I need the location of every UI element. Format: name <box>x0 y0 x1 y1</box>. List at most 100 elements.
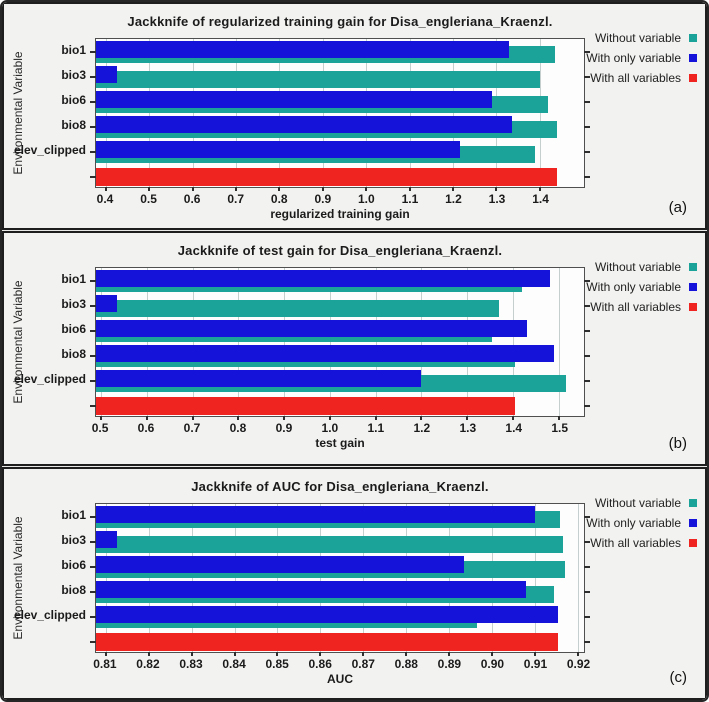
y-tick-mark <box>90 125 96 128</box>
plot-area <box>90 38 590 191</box>
y-tick-mark <box>584 125 590 128</box>
legend-swatch-without <box>689 499 697 507</box>
bar-only-bio3 <box>96 295 118 312</box>
y-category-label <box>4 163 89 188</box>
x-tick-label: 1.1 <box>367 421 385 435</box>
bar-only-elev_clipped <box>96 370 422 387</box>
y-categories: bio1 bio3 bio6 bio8 elev_clipped <box>4 267 89 417</box>
x-tick-mark <box>576 652 579 656</box>
x-tick-mark <box>233 652 236 656</box>
y-category-label: bio1 <box>61 508 86 522</box>
y-tick-mark <box>90 100 96 103</box>
x-tick-label: 0.92 <box>566 657 591 671</box>
x-tick-mark <box>451 187 454 191</box>
gridline <box>105 39 107 187</box>
bar-all-all-variables <box>96 633 559 651</box>
chart-title: Jackknife of test gain for Disa_engleria… <box>177 243 503 258</box>
gridline <box>534 504 536 652</box>
y-tick-mark <box>90 615 96 618</box>
x-tick-mark <box>557 416 560 420</box>
x-tick-label: 0.5 <box>91 421 109 435</box>
legend-label: Without variable <box>594 496 681 510</box>
gridline <box>409 39 411 187</box>
gridline <box>322 39 324 187</box>
x-tick-mark <box>362 652 365 656</box>
y-tick-mark <box>584 175 590 178</box>
plot-area <box>90 503 590 656</box>
gridline <box>320 504 322 652</box>
panel-letter: (b) <box>668 435 687 452</box>
gridline <box>539 39 541 187</box>
y-categories: bio1 bio3 bio6 bio8 elev_clipped <box>4 503 89 653</box>
gridline <box>448 504 450 652</box>
legend-label: With only variable <box>586 51 681 65</box>
x-tick-label: 0.7 <box>227 192 245 206</box>
y-category-label: bio3 <box>61 68 86 82</box>
legend-swatch-all <box>689 539 697 547</box>
gridline <box>513 268 515 416</box>
legend-label: With all variables <box>590 300 681 314</box>
panel-letter: (a) <box>668 199 687 216</box>
x-tick-mark <box>420 416 423 420</box>
x-tick-mark <box>147 652 150 656</box>
y-tick-mark <box>584 329 590 332</box>
bar-all-all-variables <box>96 397 516 415</box>
x-tick-mark <box>490 652 493 656</box>
gridline <box>192 39 194 187</box>
y-tick-mark <box>584 404 590 407</box>
x-ticks: 0.81 0.82 0.83 0.84 0.85 0.86 0.87 0.88 0.89 0.90… <box>93 657 590 671</box>
y-tick-mark <box>584 540 590 543</box>
chart-title: Jackknife of AUC for Disa_engleriana_Kra… <box>191 479 489 494</box>
bar-only-bio1 <box>96 270 550 287</box>
y-tick-mark <box>90 354 96 357</box>
gridline <box>329 268 331 416</box>
gridline <box>277 504 279 652</box>
y-tick-mark <box>90 565 96 568</box>
y-category-label: elev_clipped <box>13 608 86 622</box>
legend-item-only: With only variable <box>586 513 697 533</box>
y-tick-mark <box>584 615 590 618</box>
gridline <box>366 39 368 187</box>
x-tick-mark <box>405 652 408 656</box>
x-tick-label: 0.9 <box>275 421 293 435</box>
x-tick-label: 1.0 <box>358 192 375 206</box>
x-axis-label: AUC <box>327 672 353 686</box>
x-tick-label: 0.82 <box>136 657 160 671</box>
y-category-label: bio8 <box>61 118 86 132</box>
legend-swatch-only <box>689 54 697 62</box>
y-category-label: bio1 <box>61 43 86 57</box>
x-tick-label: 1.0 <box>321 421 339 435</box>
x-tick-label: 0.90 <box>480 657 505 671</box>
y-categories: bio1 bio3 bio6 bio8 elev_clipped <box>4 38 89 188</box>
y-tick-mark <box>90 515 96 518</box>
x-tick-label: 0.86 <box>308 657 332 671</box>
bar-only-bio3 <box>96 66 117 83</box>
y-category-label <box>4 628 89 653</box>
x-tick-mark <box>190 652 193 656</box>
gridline <box>105 504 107 652</box>
legend-label: With all variables <box>590 71 681 85</box>
y-category-label: elev_clipped <box>13 143 86 157</box>
x-tick-mark <box>191 416 194 420</box>
bar-only-elev_clipped <box>96 141 460 158</box>
gridline <box>148 504 150 652</box>
y-tick-mark <box>90 150 96 153</box>
legend-label: Without variable <box>594 31 681 45</box>
x-tick-label: 0.9 <box>314 192 332 206</box>
gridline <box>284 268 286 416</box>
x-tick-label: 0.8 <box>270 192 288 206</box>
y-tick-mark <box>90 304 96 307</box>
y-tick-mark <box>584 100 590 103</box>
x-tick-label: 0.89 <box>437 657 462 671</box>
legend-swatch-only <box>689 519 697 527</box>
x-tick-mark <box>365 187 368 191</box>
bar-only-bio1 <box>96 506 535 523</box>
x-tick-mark <box>278 187 281 191</box>
gridline <box>421 268 423 416</box>
gridline <box>238 268 240 416</box>
x-tick-label: 0.7 <box>183 421 201 435</box>
legend-item-without: Without variable <box>586 257 697 277</box>
bar-only-bio6 <box>96 320 527 337</box>
y-tick-mark <box>90 404 96 407</box>
x-tick-mark <box>145 416 148 420</box>
